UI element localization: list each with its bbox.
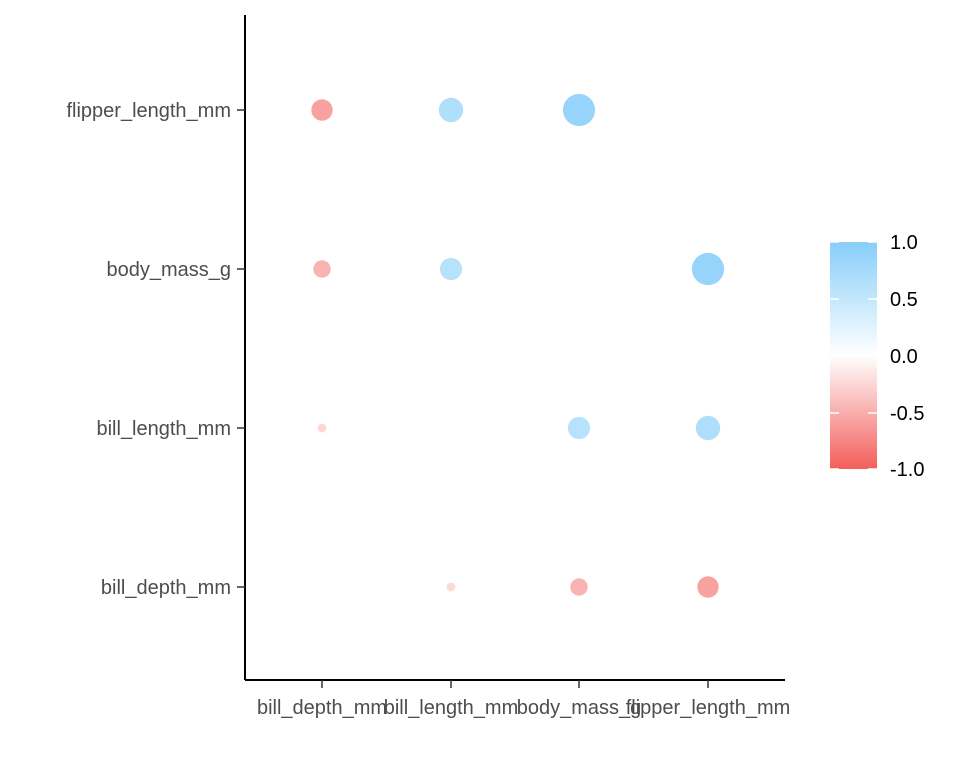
corr-point-bill_length_mm-flipper_length_mm xyxy=(438,97,464,123)
corr-point-flipper_length_mm-body_mass_g xyxy=(691,252,725,286)
corr-point-bill_depth_mm-bill_length_mm xyxy=(317,423,327,433)
corr-point-flipper_length_mm-bill_length_mm xyxy=(695,415,721,441)
y-tick-label: body_mass_g xyxy=(106,259,231,281)
x-tick-label: bill_depth_mm xyxy=(257,697,387,719)
points-layer xyxy=(311,93,725,598)
corr-point-body_mass_g-flipper_length_mm xyxy=(562,93,596,127)
corr-point-bill_depth_mm-flipper_length_mm xyxy=(311,99,333,121)
x-axis-ticks: bill_depth_mmbill_length_mmbody_mass_gfl… xyxy=(257,680,790,719)
corr-point-flipper_length_mm-bill_depth_mm xyxy=(697,576,719,598)
legend-tick-label: -0.5 xyxy=(890,403,924,425)
x-tick-label: body_mass_g xyxy=(517,697,642,719)
corr-point-body_mass_g-bill_length_mm xyxy=(567,416,591,440)
color-legend: 1.0 0.5 0.0 -0.5 -1.0 xyxy=(830,232,924,481)
legend-tick-label: 1.0 xyxy=(890,232,918,254)
x-tick-label: flipper_length_mm xyxy=(626,697,791,719)
legend-tick-label: 0.0 xyxy=(890,346,918,368)
y-tick-label: flipper_length_mm xyxy=(66,100,231,122)
corr-point-bill_length_mm-body_mass_g xyxy=(439,257,463,281)
y-tick-label: bill_length_mm xyxy=(96,418,231,440)
legend-tick-label: 0.5 xyxy=(890,289,918,311)
legend-ticks: 1.0 0.5 0.0 -0.5 -1.0 xyxy=(830,232,924,481)
y-tick-label: bill_depth_mm xyxy=(101,577,231,599)
x-tick-label: bill_length_mm xyxy=(384,697,519,719)
corr-point-body_mass_g-bill_depth_mm xyxy=(570,578,588,596)
legend-tick-label: -1.0 xyxy=(890,459,924,481)
corr-point-bill_length_mm-bill_depth_mm xyxy=(446,582,456,592)
corr-point-bill_depth_mm-body_mass_g xyxy=(313,260,331,278)
y-axis-ticks: bill_depth_mm bill_length_mm body_mass_g fl… xyxy=(66,100,245,599)
